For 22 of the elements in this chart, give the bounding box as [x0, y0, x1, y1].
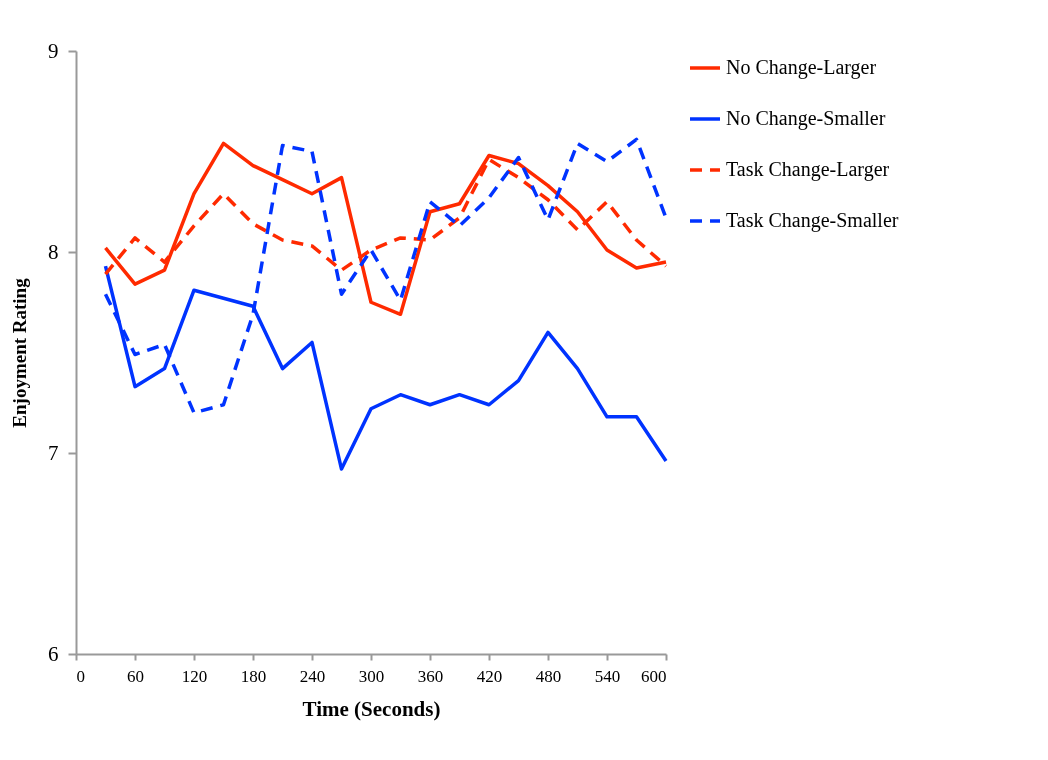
- y-tick-label: 8: [48, 239, 59, 264]
- x-tick-label: 360: [417, 666, 444, 686]
- legend-label: No Change-Smaller: [726, 107, 886, 130]
- y-axis-title: Enjoyment Rating: [9, 277, 30, 428]
- y-tick-label: 7: [48, 440, 59, 465]
- x-tick-label: 240: [299, 666, 326, 686]
- x-tick-label: 420: [476, 666, 503, 686]
- y-tick-label: 6: [48, 641, 59, 666]
- x-tick-label: 180: [240, 666, 267, 686]
- x-axis-title: Time (Seconds): [302, 696, 441, 721]
- x-tick-label: 120: [181, 666, 208, 686]
- y-tick-label: 9: [48, 38, 59, 63]
- x-tick-label: 540: [594, 666, 621, 686]
- x-tick-label: 480: [535, 666, 562, 686]
- legend-label: Task Change-Smaller: [726, 209, 899, 232]
- x-tick-label: 0: [76, 666, 85, 686]
- legend-label: No Change-Larger: [726, 56, 877, 79]
- legend-label: Task Change-Larger: [726, 158, 890, 181]
- line-series: [103, 141, 668, 317]
- x-tick-label: 60: [127, 666, 144, 686]
- x-tick-label: 600: [641, 666, 667, 686]
- x-tick-label: 300: [358, 666, 385, 686]
